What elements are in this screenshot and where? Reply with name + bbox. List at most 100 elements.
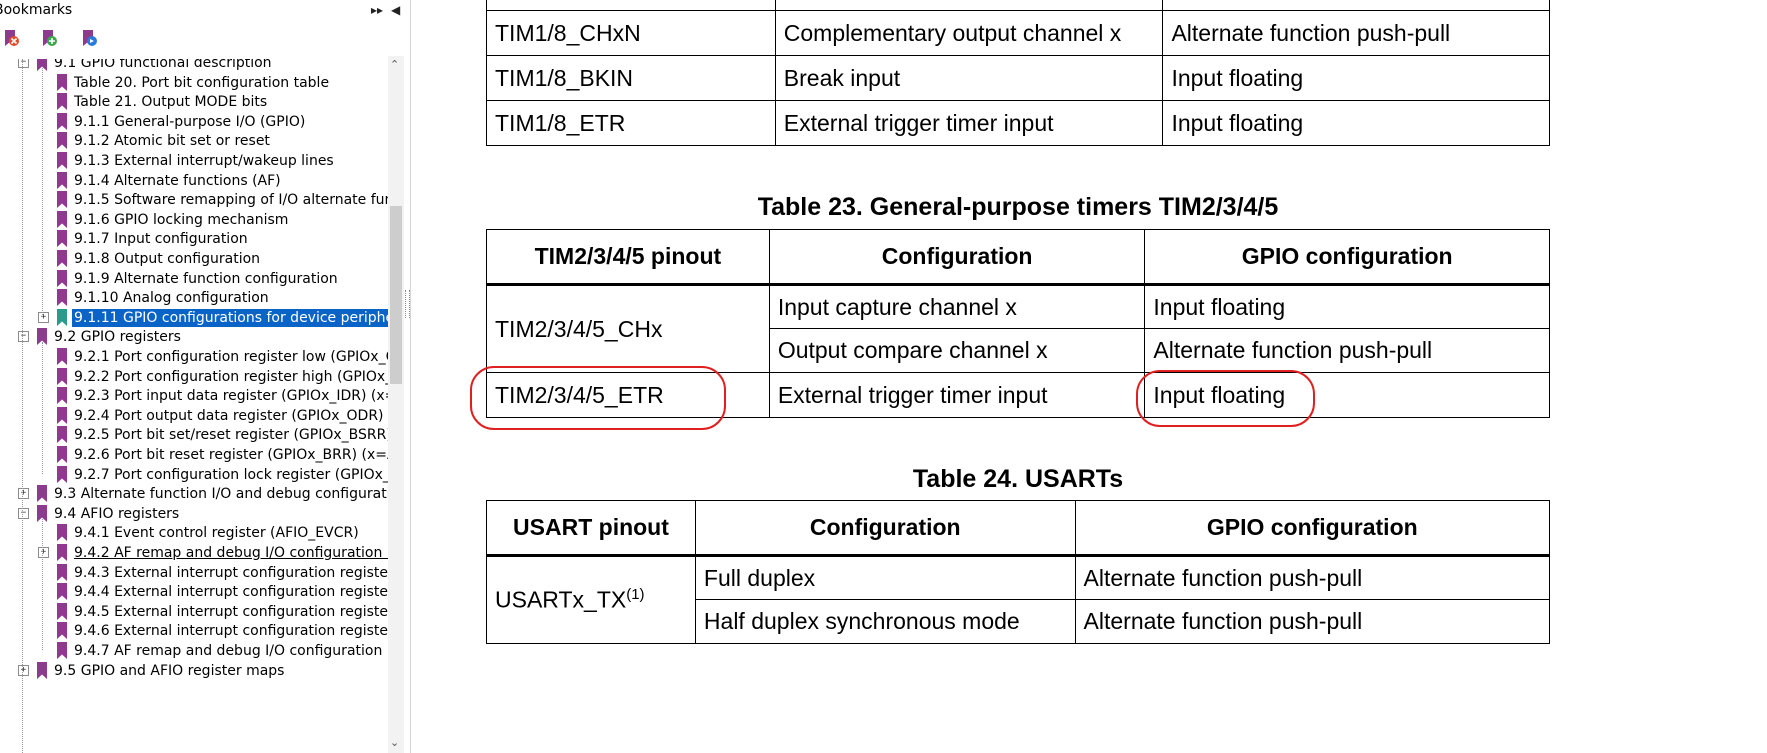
bookmark-label: 9.4.7 AF remap and debug I/O configurati… <box>74 643 388 659</box>
bookmark-icon <box>56 465 68 483</box>
bookmark-icon <box>56 191 68 209</box>
expand-icon[interactable]: + <box>38 547 49 558</box>
bookmark-label: 9.5 GPIO and AFIO register maps <box>54 662 285 679</box>
table-24-caption: Table 24. USARTs <box>912 465 1124 493</box>
expand-bookmark-icon[interactable] <box>80 29 100 49</box>
bookmark-item[interactable]: − 9.1 GPIO functional description <box>0 59 388 74</box>
add-bookmark-icon[interactable] <box>40 29 60 49</box>
bookmark-item[interactable]: − 9.4 AFIO registers <box>0 503 388 525</box>
bookmark-item[interactable]: 9.4.1 Event control register (AFIO_EVCR) <box>0 522 388 544</box>
collapse-icon[interactable]: − <box>18 331 29 343</box>
bookmark-item[interactable]: 9.2.1 Port configuration register low (G… <box>0 346 388 368</box>
scroll-up-icon[interactable]: ⌃ <box>390 58 400 71</box>
bookmark-item[interactable]: 9.1.8 Output configuration <box>0 248 388 270</box>
cell-configuration: Input capture channel x <box>768 284 1146 329</box>
bookmark-item[interactable]: 9.2.7 Port configuration lock register (… <box>0 464 388 486</box>
cell-configuration: External trigger timer input <box>774 100 1164 146</box>
bookmark-label: 9.4.4 External interrupt configuration r… <box>74 584 388 601</box>
bookmark-item[interactable]: +9.3 Alternate function I/O and debug co… <box>0 483 388 505</box>
tree-guide-line <box>42 518 43 650</box>
delete-bookmark-icon[interactable] <box>2 29 22 49</box>
bookmark-label: 9.1.10 Analog configuration <box>74 290 269 307</box>
bookmark-icon <box>56 387 68 405</box>
scroll-thumb[interactable] <box>390 206 402 384</box>
cell-pinout: TIM1/8_CHxN <box>486 10 776 56</box>
bookmark-label: 9.2.1 Port configuration register low (G… <box>74 349 388 365</box>
header-gpio-configuration: GPIO configuration <box>1144 229 1550 286</box>
document-view: TIM1/8_CHxN Complementary output channel… <box>412 0 1767 753</box>
pinout-tx-label: USARTx_TX <box>495 586 627 613</box>
bookmark-label: 9.1.11 GPIO configurations for device pe… <box>72 308 388 327</box>
bookmark-item[interactable]: Table 20. Port bit configuration table <box>0 72 388 94</box>
bookmark-label: 9.4.2 AF remap and debug I/O configurati… <box>74 545 388 561</box>
bookmark-icon <box>56 642 68 659</box>
bookmark-item[interactable]: 9.4.7 AF remap and debug I/O configurati… <box>0 640 388 662</box>
bookmarks-panel: Bookmarks ▸▸ ◀ − 9.1 GPIO functional desc… <box>0 0 411 753</box>
bookmark-item[interactable]: 9.1.6 GPIO locking mechanism <box>0 209 388 231</box>
bookmark-icon <box>56 171 68 189</box>
expand-icon[interactable]: + <box>18 488 29 500</box>
bookmark-item[interactable]: +9.4.2 AF remap and debug I/O configurat… <box>0 542 388 564</box>
bookmark-item[interactable]: 9.2.2 Port configuration register high (… <box>0 366 388 388</box>
collapse-panel-icon[interactable]: ◀ <box>391 3 401 17</box>
bookmark-label: 9.1.2 Atomic bit set or reset <box>74 133 270 150</box>
bookmark-tree: − 9.1 GPIO functional description Table 20… <box>0 59 388 753</box>
table-row: TIM2/3/4/5_CHx Input capture channel x I… <box>486 284 1550 373</box>
bookmark-item[interactable]: 9.2.6 Port bit reset register (GPIOx_BRR… <box>0 444 388 466</box>
cell-gpio-configuration: Alternate function push-pull <box>1144 328 1550 373</box>
cell-gpio-configuration: Alternate function push-pull <box>1074 555 1551 600</box>
bookmark-item[interactable]: 9.4.3 External interrupt configuration r… <box>0 562 388 584</box>
bookmark-label: 9.1.5 Software remapping of I/O alternat… <box>74 192 388 209</box>
bookmark-item[interactable]: 9.2.5 Port bit set/reset register (GPIOx… <box>0 424 388 446</box>
bookmark-icon <box>56 426 68 444</box>
table-header-row: TIM2/3/4/5 pinout Configuration GPIO con… <box>486 229 1550 286</box>
bookmark-icon <box>56 112 68 130</box>
bookmark-icon <box>56 132 68 150</box>
scroll-down-icon[interactable]: ⌄ <box>390 736 400 749</box>
annotation-ring-etr-pinout <box>470 366 726 430</box>
bookmark-label: 9.1.4 Alternate functions (AF) <box>74 172 281 189</box>
bookmark-item[interactable]: 9.4.4 External interrupt configuration r… <box>0 581 388 603</box>
expand-icon[interactable]: + <box>18 664 29 676</box>
bookmark-item[interactable]: 9.1.4 Alternate functions (AF) <box>0 170 388 192</box>
double-arrow-collapse-icon[interactable]: ▸▸ <box>371 3 384 17</box>
bookmark-icon <box>56 73 68 91</box>
cell-configuration: Output compare channel x <box>768 328 1146 373</box>
cell-gpio-configuration: Input floating <box>1162 100 1550 146</box>
bookmark-item[interactable]: +9.5 GPIO and AFIO register maps <box>0 660 388 682</box>
bookmark-label: 9.1.3 External interrupt/wakeup lines <box>74 153 334 169</box>
bookmark-item[interactable]: 9.4.5 External interrupt configuration r… <box>0 601 388 623</box>
bookmark-item[interactable]: 9.4.6 External interrupt configuration r… <box>0 620 388 642</box>
bookmark-item[interactable]: +9.1.11 GPIO configurations for device p… <box>0 307 388 329</box>
tree-scrollbar[interactable]: ⌃ ⌄ <box>388 56 404 753</box>
collapse-icon[interactable]: − <box>18 59 29 68</box>
bookmark-item[interactable]: 9.1.7 Input configuration <box>0 228 388 250</box>
bookmark-item[interactable]: 9.2.4 Port output data register (GPIOx_O… <box>0 405 388 427</box>
bookmark-item[interactable]: − 9.2 GPIO registers <box>0 326 388 348</box>
bookmark-item[interactable]: Table 21. Output MODE bits <box>0 91 388 113</box>
bookmark-item[interactable]: 9.1.3 External interrupt/wakeup lines <box>0 150 388 172</box>
bookmark-label: 9.4.3 External interrupt configuration r… <box>74 564 388 581</box>
table-tim1-8: TIM1/8_CHxN Complementary output channel… <box>486 0 1550 146</box>
bookmark-item[interactable]: 9.1.5 Software remapping of I/O alternat… <box>0 189 388 211</box>
bookmark-icon <box>56 446 68 463</box>
expand-icon[interactable]: + <box>38 311 49 323</box>
cell-pinout: TIM1/8_ETR <box>486 100 776 146</box>
footnote-ref[interactable]: (1) <box>626 586 645 604</box>
bookmark-item[interactable]: 9.1.10 Analog configuration <box>0 287 388 309</box>
panel-splitter[interactable] <box>405 290 410 318</box>
table-row: Half duplex synchronous mode Alternate f… <box>487 599 1551 644</box>
header-configuration: Configuration <box>694 500 1076 557</box>
bookmark-item[interactable]: 9.1.2 Atomic bit set or reset <box>0 130 388 152</box>
collapse-icon[interactable]: − <box>18 507 29 519</box>
cell-gpio-configuration: Alternate function push-pull <box>1074 599 1551 644</box>
bookmark-icon <box>56 622 68 640</box>
bookmark-item[interactable]: 9.1.1 General-purpose I/O (GPIO) <box>0 111 388 133</box>
bookmark-item[interactable]: 9.2.3 Port input data register (GPIOx_ID… <box>0 385 388 407</box>
cell-configuration: Half duplex synchronous mode <box>694 599 1076 644</box>
bookmark-item[interactable]: 9.1.9 Alternate function configuration <box>0 268 388 290</box>
bookmark-label: 9.2.4 Port output data register (GPIOx_O… <box>74 407 388 424</box>
tree-guide-line <box>42 342 43 474</box>
bookmark-label: 9.4.6 External interrupt configuration r… <box>74 623 388 640</box>
bookmark-icon <box>56 367 68 385</box>
